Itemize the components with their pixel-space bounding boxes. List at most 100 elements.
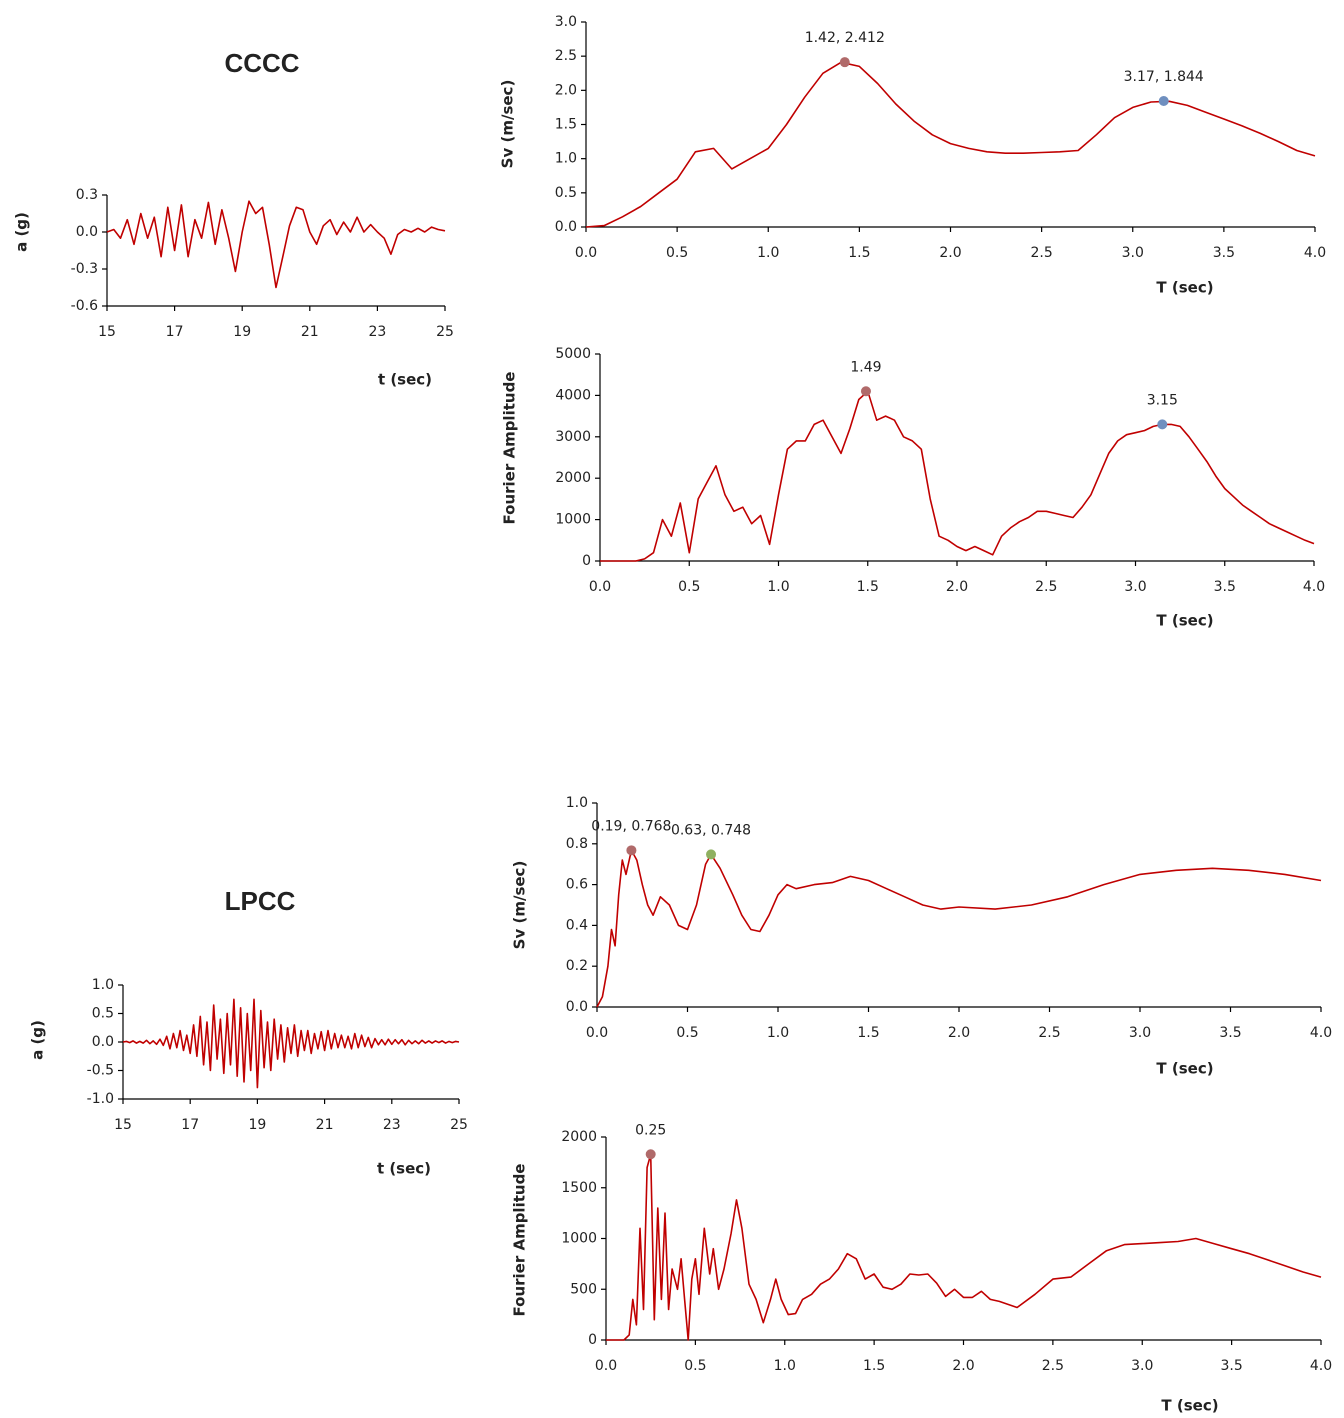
x-tick-label: 1.0 <box>757 245 779 261</box>
x-tick-label: 3.5 <box>1220 1358 1242 1374</box>
x-tick-label: 19 <box>248 1117 266 1133</box>
x-tick-label: 2.0 <box>946 579 968 595</box>
x-tick-label: 0.5 <box>676 1025 698 1041</box>
x-tick-label: 17 <box>166 324 184 340</box>
x-tick-label: 0.0 <box>595 1358 617 1374</box>
x-tick-label: 4.0 <box>1310 1358 1332 1374</box>
y-tick-label: 1.5 <box>555 117 577 133</box>
x-tick-label: 2.0 <box>939 245 961 261</box>
x-axis-label: T (sec) <box>1156 279 1213 297</box>
y-tick-label: 0.0 <box>555 219 577 235</box>
y-tick-label: 0.3 <box>76 187 98 203</box>
peak-label: 0.19, 0.768 <box>591 818 671 834</box>
y-axis-label: Fourier Amplitude <box>511 1164 529 1317</box>
data-line <box>596 849 1322 1008</box>
x-tick-label: 23 <box>383 1117 401 1133</box>
y-tick-label: 2000 <box>561 1129 597 1145</box>
y-tick-label: 2000 <box>555 470 591 486</box>
x-tick-label: 1.5 <box>857 579 879 595</box>
y-tick-label: 1000 <box>561 1231 597 1247</box>
x-tick-label: 3.0 <box>1122 245 1144 261</box>
x-tick-label: 2.5 <box>1042 1358 1064 1374</box>
x-tick-label: 3.0 <box>1131 1358 1153 1374</box>
x-tick-label: 0.5 <box>678 579 700 595</box>
y-tick-label: 0.6 <box>566 877 588 893</box>
chart-title: LPCC <box>225 886 296 916</box>
x-tick-label: 25 <box>450 1117 468 1133</box>
x-tick-label: 0.0 <box>589 579 611 595</box>
x-tick-label: 21 <box>316 1117 334 1133</box>
y-tick-label: 0.4 <box>566 917 588 933</box>
y-tick-label: 1.0 <box>566 795 588 811</box>
data-line <box>606 1153 1322 1341</box>
x-tick-label: 15 <box>114 1117 132 1133</box>
y-tick-label: 1000 <box>555 512 591 528</box>
x-axis-label: t (sec) <box>377 1160 431 1178</box>
y-axis-label: Sv (m/sec) <box>511 861 529 950</box>
y-tick-label: 0.5 <box>92 1006 114 1022</box>
x-tick-label: 21 <box>301 324 319 340</box>
peak-marker <box>839 57 850 68</box>
x-axis-label: T (sec) <box>1156 1060 1213 1078</box>
x-tick-label: 23 <box>368 324 386 340</box>
x-tick-label: 3.0 <box>1124 579 1146 595</box>
y-axis-label: a (g) <box>13 212 31 252</box>
x-tick-label: 1.5 <box>863 1358 885 1374</box>
x-tick-label: 1.0 <box>774 1358 796 1374</box>
x-tick-label: 3.5 <box>1219 1025 1241 1041</box>
x-tick-label: 2.0 <box>948 1025 970 1041</box>
y-tick-label: 0.5 <box>555 185 577 201</box>
x-tick-label: 3.0 <box>1129 1025 1151 1041</box>
y-tick-label: -0.3 <box>71 261 98 277</box>
peak-label: 1.42, 2.412 <box>805 30 885 46</box>
y-tick-label: 1500 <box>561 1180 597 1196</box>
x-tick-label: 3.5 <box>1213 245 1235 261</box>
peak-marker <box>1157 419 1168 430</box>
data-line <box>600 390 1315 562</box>
data-line <box>585 61 1316 228</box>
peak-label: 0.25 <box>635 1122 666 1138</box>
x-tick-label: 25 <box>436 324 454 340</box>
x-tick-label: 1.0 <box>767 579 789 595</box>
x-tick-label: 0.0 <box>575 245 597 261</box>
x-tick-label: 1.5 <box>857 1025 879 1041</box>
x-tick-label: 17 <box>181 1117 199 1133</box>
peak-marker <box>626 845 637 856</box>
x-tick-label: 0.5 <box>666 245 688 261</box>
y-axis-label: Sv (m/sec) <box>499 80 517 169</box>
y-tick-label: 0.0 <box>76 224 98 240</box>
y-tick-label: 3000 <box>555 429 591 445</box>
x-tick-label: 0.0 <box>586 1025 608 1041</box>
y-tick-label: 2.5 <box>555 48 577 64</box>
y-tick-label: 0.0 <box>566 999 588 1015</box>
peak-marker <box>706 849 717 860</box>
x-tick-label: 19 <box>233 324 251 340</box>
y-tick-label: 1.0 <box>555 151 577 167</box>
y-axis-label: Fourier Amplitude <box>501 372 519 525</box>
x-axis-label: T (sec) <box>1156 612 1213 630</box>
y-tick-label: -0.5 <box>87 1063 114 1079</box>
y-tick-label: 500 <box>570 1281 597 1297</box>
y-tick-label: 4000 <box>555 387 591 403</box>
peak-label: 0.63, 0.748 <box>671 822 751 838</box>
peak-label: 1.49 <box>850 359 881 375</box>
x-tick-label: 4.0 <box>1303 579 1325 595</box>
x-tick-label: 15 <box>98 324 116 340</box>
peak-label: 3.17, 1.844 <box>1124 69 1204 85</box>
data-line <box>106 200 446 289</box>
x-tick-label: 0.5 <box>684 1358 706 1374</box>
y-tick-label: 1.0 <box>92 977 114 993</box>
y-tick-label: 0 <box>582 553 591 569</box>
y-axis-label: a (g) <box>29 1020 47 1060</box>
x-tick-label: 4.0 <box>1304 245 1326 261</box>
y-tick-label: -1.0 <box>87 1091 114 1107</box>
x-axis-label: T (sec) <box>1161 1397 1218 1415</box>
y-tick-label: 2.0 <box>555 82 577 98</box>
data-line <box>122 998 460 1089</box>
x-tick-label: 4.0 <box>1310 1025 1332 1041</box>
peak-marker <box>860 386 871 397</box>
x-tick-label: 2.5 <box>1038 1025 1060 1041</box>
y-tick-label: 0.8 <box>566 836 588 852</box>
peak-marker <box>1158 95 1169 106</box>
